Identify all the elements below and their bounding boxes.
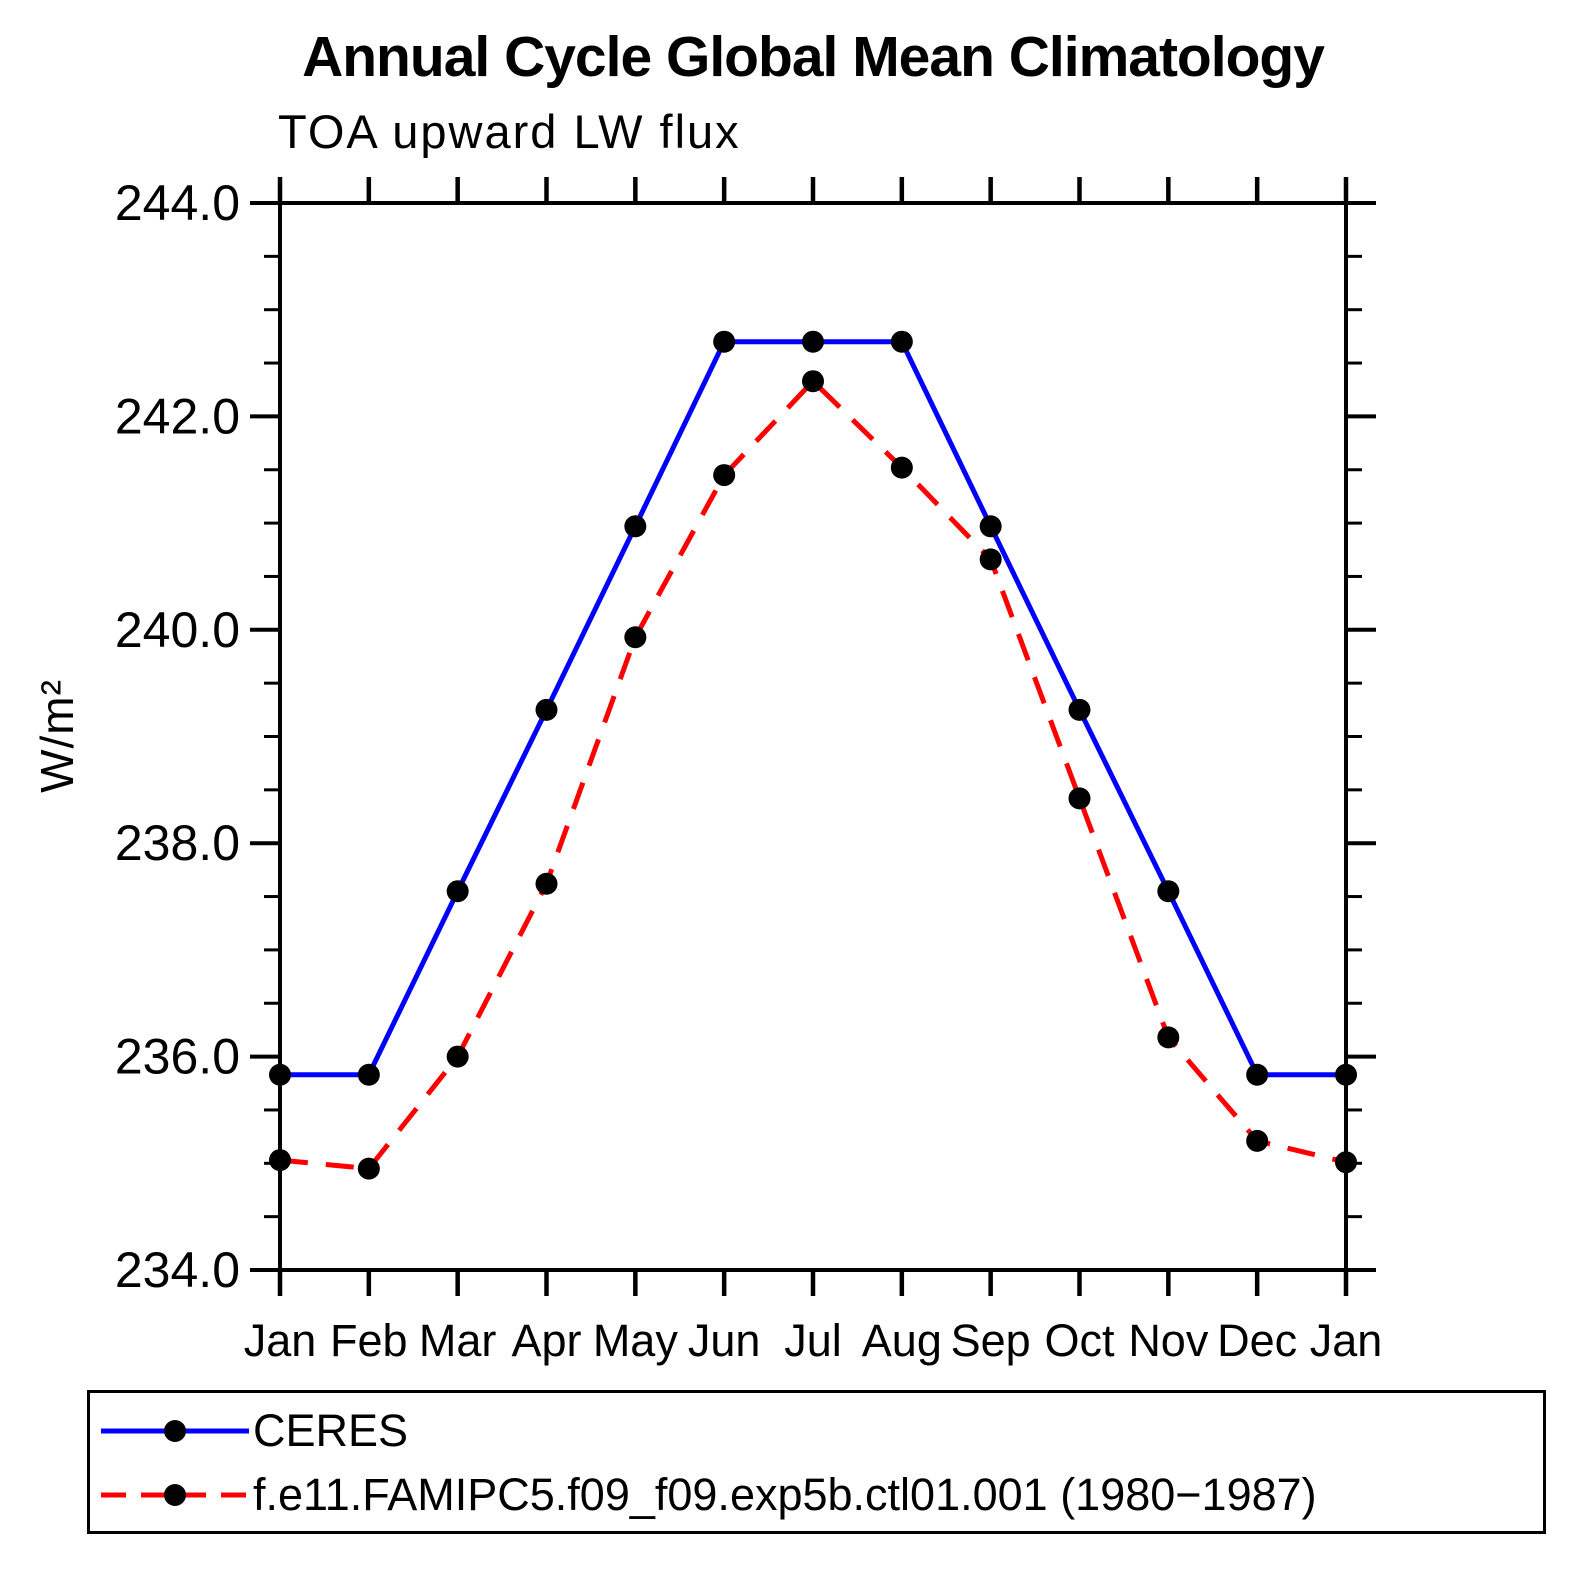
x-tick-label: Jul bbox=[784, 1315, 842, 1366]
y-tick-label: 244.0 bbox=[115, 175, 240, 231]
x-tick-label: Jan bbox=[1310, 1315, 1383, 1366]
data-point-marker bbox=[890, 456, 913, 479]
x-tick-label: May bbox=[593, 1315, 679, 1366]
data-point-marker bbox=[1157, 880, 1180, 903]
data-point-marker bbox=[535, 698, 558, 721]
data-point-marker bbox=[357, 1157, 380, 1180]
x-tick-label: Sep bbox=[951, 1315, 1031, 1366]
x-axis: Jan Feb Mar Apr May Jun Jul Aug Sep Oct Nov Dec Jan bbox=[244, 177, 1383, 1366]
data-point-marker bbox=[446, 1045, 469, 1068]
x-tick-label: Jan bbox=[244, 1315, 317, 1366]
y-axis: 244.0 242.0 240.0 238.0 236.0 234.0 bbox=[115, 175, 1376, 1298]
y-tick-label: 238.0 bbox=[115, 815, 240, 871]
y-axis-title: W/m² bbox=[31, 679, 83, 793]
data-point-marker bbox=[1246, 1129, 1269, 1152]
chart-subtitle: TOA upward LW flux bbox=[278, 105, 741, 158]
data-point-marker bbox=[269, 1149, 291, 1172]
series-markers-model bbox=[269, 370, 1357, 1180]
series-markers-ceres bbox=[269, 330, 1357, 1086]
x-tick-label: Dec bbox=[1217, 1315, 1297, 1366]
legend-item-ceres: CERES bbox=[99, 1405, 408, 1456]
data-point-marker bbox=[1335, 1151, 1357, 1174]
data-point-marker bbox=[1246, 1063, 1269, 1086]
series-line-ceres bbox=[280, 339, 1346, 1078]
x-tick-label: Feb bbox=[330, 1315, 408, 1366]
data-point-marker bbox=[1068, 698, 1091, 721]
x-tick-label: Mar bbox=[419, 1315, 497, 1366]
x-tick-label: Oct bbox=[1044, 1315, 1115, 1366]
plot-frame bbox=[278, 201, 1348, 1272]
data-point-marker bbox=[713, 330, 736, 353]
data-point-marker bbox=[624, 626, 647, 649]
x-tick-label: Apr bbox=[511, 1315, 581, 1366]
data-point-marker bbox=[1157, 1026, 1180, 1049]
data-point-marker bbox=[1335, 1063, 1357, 1086]
data-point-marker bbox=[713, 464, 736, 487]
legend-item-label: f.e11.FAMIPC5.f09_f09.exp5b.ctl01.001 (1… bbox=[253, 1469, 1317, 1520]
legend-item-label: CERES bbox=[253, 1405, 409, 1456]
y-tick-label: 240.0 bbox=[115, 602, 240, 658]
data-point-marker bbox=[357, 1063, 380, 1086]
data-point-marker bbox=[269, 1063, 291, 1086]
data-point-marker bbox=[802, 330, 824, 353]
x-tick-label: Aug bbox=[862, 1315, 942, 1366]
data-point-marker bbox=[535, 872, 558, 895]
y-tick-label: 234.0 bbox=[115, 1242, 240, 1298]
x-tick-label: Jun bbox=[688, 1315, 761, 1366]
ceres-line-swatch bbox=[101, 1420, 249, 1442]
data-point-marker bbox=[802, 370, 824, 393]
y-tick-label: 236.0 bbox=[115, 1029, 240, 1085]
legend-item-model: f.e11.FAMIPC5.f09_f09.exp5b.ctl01.001 (1… bbox=[99, 1469, 1317, 1520]
model-line-swatch bbox=[101, 1484, 249, 1506]
data-point-marker bbox=[624, 515, 647, 538]
legend: CERES f.e11.FAMIPC5.f09_f09.exp5b.ctl01.… bbox=[87, 1390, 1546, 1534]
data-point-marker bbox=[446, 880, 469, 903]
chart-title: Annual Cycle Global Mean Climatology bbox=[302, 25, 1325, 89]
series-line-model bbox=[279, 378, 1347, 1172]
data-point-marker bbox=[890, 330, 913, 353]
data-point-marker bbox=[979, 515, 1002, 538]
data-point-marker bbox=[1068, 787, 1091, 810]
data-point-marker bbox=[979, 548, 1002, 571]
y-tick-label: 242.0 bbox=[115, 388, 240, 444]
x-tick-label: Nov bbox=[1128, 1315, 1209, 1366]
